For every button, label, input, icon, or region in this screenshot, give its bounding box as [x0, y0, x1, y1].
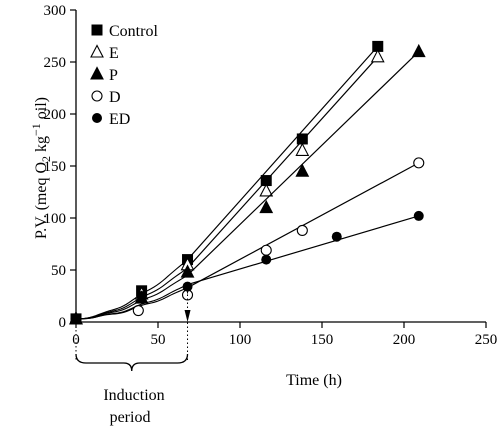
plot-area: [69, 40, 426, 325]
y-axis-title-main: P.V. (meq O: [33, 162, 50, 239]
data-point: [71, 313, 81, 324]
x-axis-title: Time (h): [286, 372, 342, 389]
series-curve: [75, 284, 188, 320]
data-point: [295, 142, 310, 156]
legend-label: Control: [109, 23, 158, 40]
series-curve: [75, 274, 188, 320]
x-tick-label: 250: [475, 332, 498, 348]
legend-marker: [92, 113, 102, 123]
legend-label: P: [109, 67, 118, 84]
legend-item-p: P: [90, 66, 118, 84]
legend-item-d: D: [91, 89, 121, 106]
data-point: [413, 157, 425, 169]
legend-item-e: E: [90, 44, 119, 62]
x-tick-label: 100: [229, 332, 252, 348]
legend-marker: [91, 24, 103, 36]
series-p: [69, 43, 426, 325]
legend: Control EPD ED: [90, 23, 158, 128]
induction-arrow-head: [184, 310, 191, 322]
y-tick-label: 300: [44, 3, 67, 19]
legend-marker: [90, 44, 104, 58]
data-point: [296, 224, 308, 237]
data-point: [331, 231, 342, 242]
y-tick-label: 200: [44, 107, 67, 123]
y-tick-label: 0: [59, 315, 67, 331]
data-point: [372, 40, 384, 52]
legend-item-ed: ED: [92, 111, 130, 128]
legend-item-control: Control: [91, 23, 158, 40]
legend-label: ED: [109, 111, 130, 128]
data-point: [261, 254, 272, 265]
series-fit-line: [187, 51, 420, 276]
y-axis-title-mid: kg: [33, 136, 50, 156]
legend-label: D: [109, 89, 121, 106]
data-point: [259, 199, 274, 214]
y-axis-title-sub: 2: [39, 156, 53, 162]
x-tick-label: 50: [151, 332, 166, 348]
y-tick-label: 50: [51, 263, 66, 279]
series-curve: [75, 259, 188, 320]
data-point: [259, 183, 274, 197]
legend-marker: [91, 90, 103, 102]
series-d: [70, 157, 425, 325]
y-tick-label: 100: [44, 211, 67, 227]
series-fit-line: [187, 215, 419, 286]
data-point: [413, 210, 424, 221]
legend-label: E: [109, 45, 119, 62]
induction-brace: [75, 353, 189, 372]
axes: 0 50 100 150 200 250 0 50 100 150 200 250 300: [44, 3, 498, 348]
series-ed: [71, 210, 424, 324]
y-axis-title: P.V. (meq O2 kg−1 oil): [29, 97, 53, 239]
data-point: [370, 49, 385, 63]
series-fit-line: [187, 56, 379, 269]
legend-marker: [90, 66, 104, 80]
x-tick-label: 200: [393, 332, 416, 348]
y-tick-label: 250: [44, 55, 67, 71]
induction-label-line2: period: [110, 409, 151, 426]
data-point: [180, 264, 195, 278]
y-tick-label: 150: [44, 159, 67, 175]
data-point: [411, 43, 426, 58]
induction-period-annotation: Induction period: [75, 282, 191, 426]
data-point: [136, 291, 147, 301]
x-tick-label: 150: [311, 332, 334, 348]
induction-label-line1: Induction: [103, 387, 164, 404]
series-curve: [75, 267, 188, 320]
data-point: [295, 163, 310, 177]
induction-arrow: [184, 282, 191, 295]
y-axis-title-end: oil): [33, 97, 50, 123]
x-tick-label: 0: [72, 332, 80, 348]
y-axis-title-sup: −1: [29, 123, 43, 136]
data-point: [260, 244, 272, 256]
series-fit-line: [187, 46, 379, 260]
data-point: [296, 133, 308, 145]
